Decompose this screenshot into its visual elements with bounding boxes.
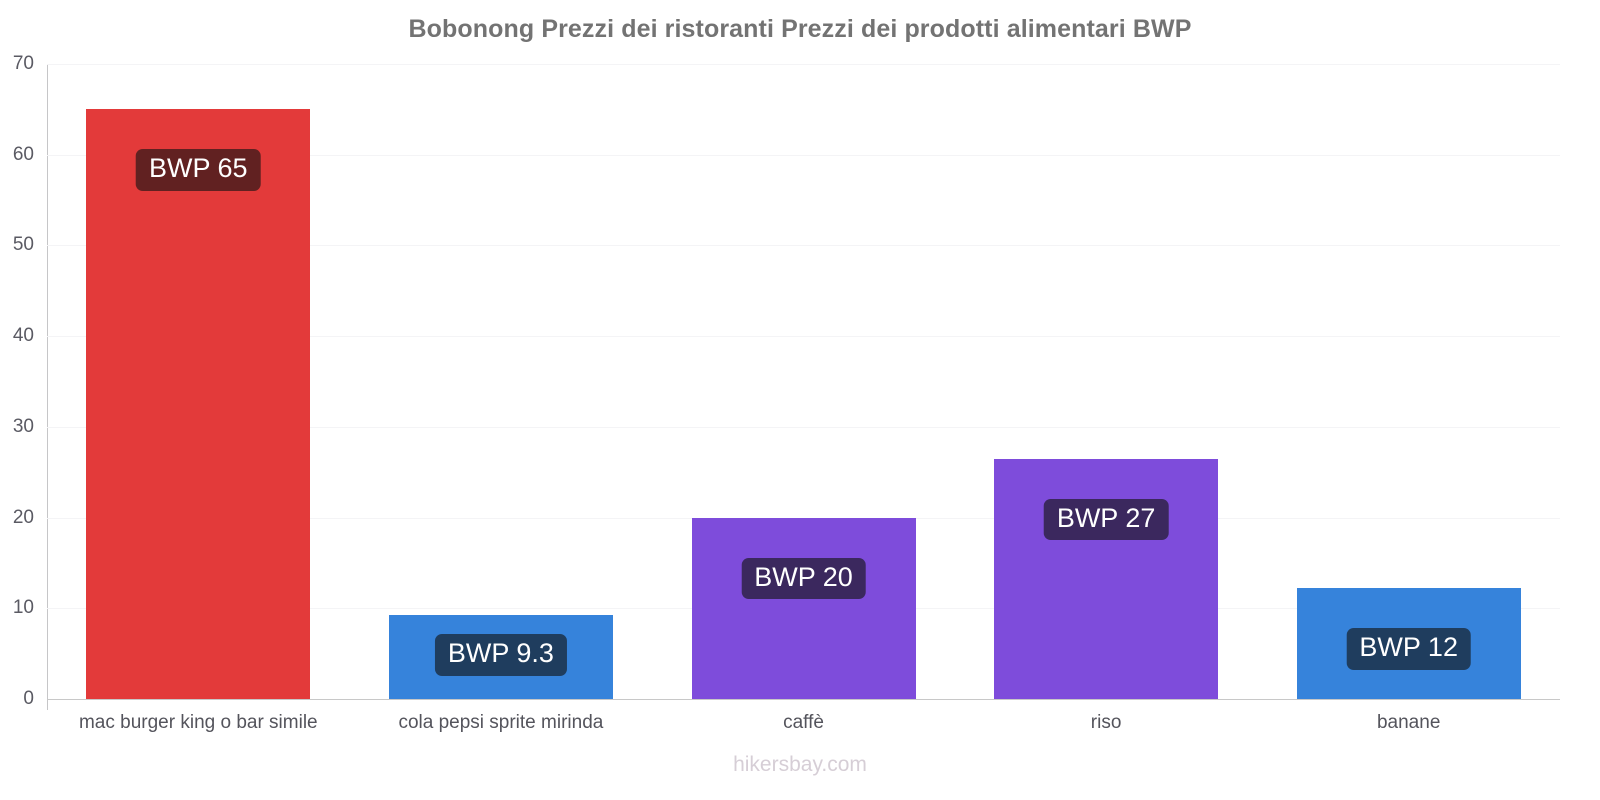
bar-value-label: BWP 65 bbox=[136, 149, 261, 191]
bar[interactable] bbox=[691, 517, 916, 699]
gridline bbox=[47, 154, 1560, 156]
x-axis-tick-label: caffè bbox=[783, 712, 824, 733]
y-axis-tick-label: 70 bbox=[12, 53, 34, 74]
y-axis-tick-label: 60 bbox=[12, 143, 34, 165]
bar-value-label: BWP 20 bbox=[741, 557, 866, 600]
plot-area bbox=[47, 64, 1560, 700]
bar-value-label: BWP 12 bbox=[1346, 628, 1471, 670]
y-axis-tick-label: 10 bbox=[12, 597, 34, 619]
x-axis-tick-label: banane bbox=[1376, 712, 1441, 733]
gridline bbox=[47, 426, 1560, 428]
gridline bbox=[47, 64, 1560, 65]
gridline bbox=[47, 699, 1560, 700]
y-axis-tick-label: 40 bbox=[12, 325, 34, 347]
x-axis-tick-label: mac burger king o bar simile bbox=[78, 712, 318, 733]
y-axis-tick-label: 0 bbox=[23, 688, 34, 709]
gridline bbox=[47, 245, 1560, 247]
bar-value-label: BWP 9.3 bbox=[434, 634, 567, 676]
y-axis-tick-label: 30 bbox=[12, 415, 34, 437]
x-axis-tick-label: cola pepsi sprite mirinda bbox=[398, 712, 604, 733]
y-axis-tick-label: 50 bbox=[12, 234, 34, 256]
x-axis-tick-label: riso bbox=[1090, 712, 1122, 733]
bar[interactable] bbox=[994, 458, 1219, 699]
footer-attribution: hikersbay.com bbox=[733, 753, 867, 776]
page-title: Bobonong Prezzi dei ristoranti Prezzi de… bbox=[408, 15, 1192, 43]
y-axis-line bbox=[47, 64, 48, 710]
bar[interactable] bbox=[86, 109, 311, 699]
gridline bbox=[47, 336, 1560, 338]
bar-value-label: BWP 27 bbox=[1043, 498, 1169, 541]
y-axis-tick-label: 20 bbox=[12, 506, 34, 528]
